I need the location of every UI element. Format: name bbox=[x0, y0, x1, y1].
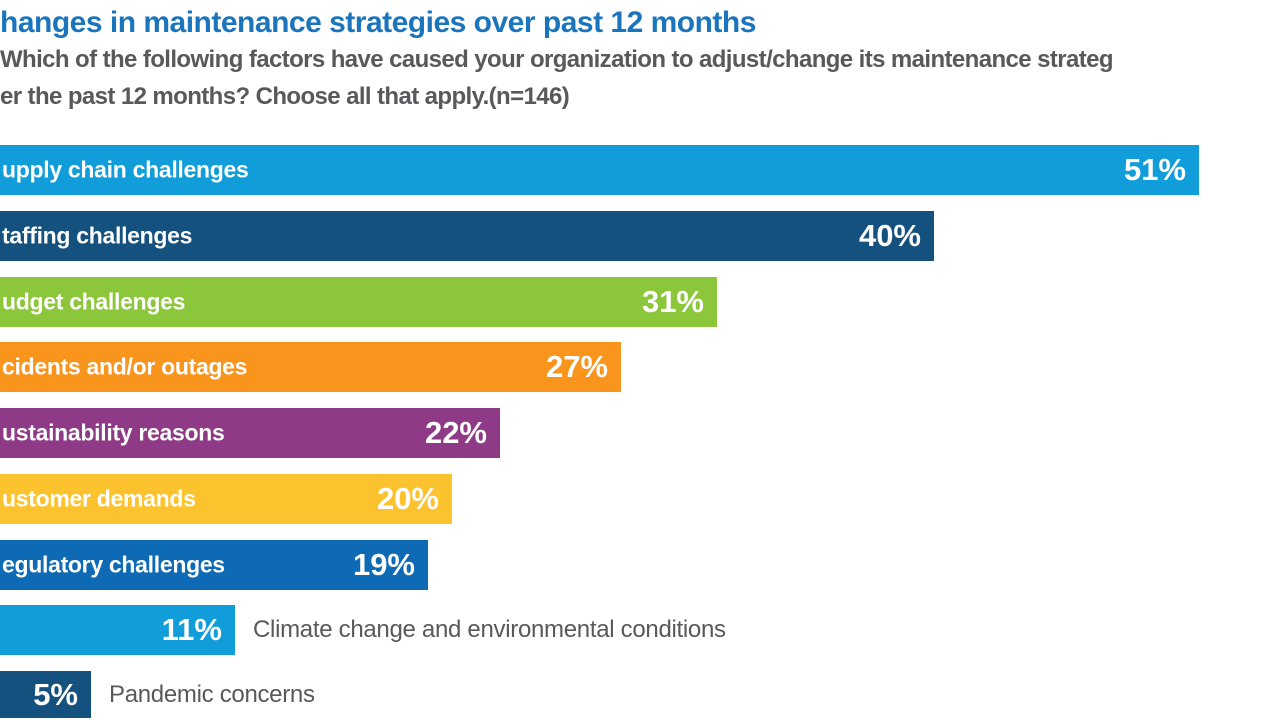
bar-row: 27% cidents and/or outages bbox=[0, 342, 1280, 392]
bar: 20% ustomer demands bbox=[0, 474, 452, 524]
bar: 19% egulatory challenges bbox=[0, 540, 428, 590]
bar-category-label: egulatory challenges bbox=[2, 551, 225, 578]
bar: 5% bbox=[0, 671, 91, 718]
bar: 27% cidents and/or outages bbox=[0, 342, 621, 392]
bar: 11% bbox=[0, 605, 235, 655]
bar-row: 20% ustomer demands bbox=[0, 474, 1280, 524]
bar-row: 11% Climate change and environmental cond… bbox=[0, 605, 1280, 655]
bar-value-label: 27% bbox=[545, 349, 608, 384]
bar-row: 51% upply chain challenges bbox=[0, 145, 1280, 195]
bar-value-label: 51% bbox=[1123, 152, 1186, 187]
bar-category-label: Pandemic concerns bbox=[109, 680, 315, 708]
bar-category-label: udget challenges bbox=[2, 288, 186, 315]
bar-value-label: 40% bbox=[858, 218, 921, 253]
bar-value-label: 11% bbox=[161, 612, 222, 647]
bar-row: 5% Pandemic concerns bbox=[0, 671, 1280, 718]
bar-category-label: upply chain challenges bbox=[2, 156, 249, 183]
bar-value-label: 20% bbox=[376, 481, 439, 516]
bar-row: 40% taffing challenges bbox=[0, 211, 1280, 261]
bar-row: 31% udget challenges bbox=[0, 277, 1280, 327]
chart-question-line-1: Which of the following factors have caus… bbox=[0, 46, 1114, 73]
bar-value-label: 22% bbox=[424, 415, 487, 450]
bar: 22% ustainability reasons bbox=[0, 408, 500, 458]
bar-value-label: 5% bbox=[33, 676, 78, 712]
bar: 51% upply chain challenges bbox=[0, 145, 1199, 195]
bar-row: 22% ustainability reasons bbox=[0, 408, 1280, 458]
bar-row: 19% egulatory challenges bbox=[0, 540, 1280, 590]
bar: 31% udget challenges bbox=[0, 277, 717, 327]
bar: 40% taffing challenges bbox=[0, 211, 934, 261]
bar-value-label: 19% bbox=[352, 547, 415, 582]
bar-category-label: cidents and/or outages bbox=[2, 353, 248, 380]
bar-value-label: 31% bbox=[641, 284, 704, 319]
bar-category-label: taffing challenges bbox=[2, 222, 193, 249]
bar-category-label: ustomer demands bbox=[2, 485, 196, 512]
chart-title: hanges in maintenance strategies over pa… bbox=[0, 6, 756, 39]
bar-category-label: ustainability reasons bbox=[2, 419, 225, 446]
bar-category-label: Climate change and environmental conditi… bbox=[253, 616, 726, 643]
chart-question-line-2: er the past 12 months? Choose all that a… bbox=[0, 83, 570, 110]
